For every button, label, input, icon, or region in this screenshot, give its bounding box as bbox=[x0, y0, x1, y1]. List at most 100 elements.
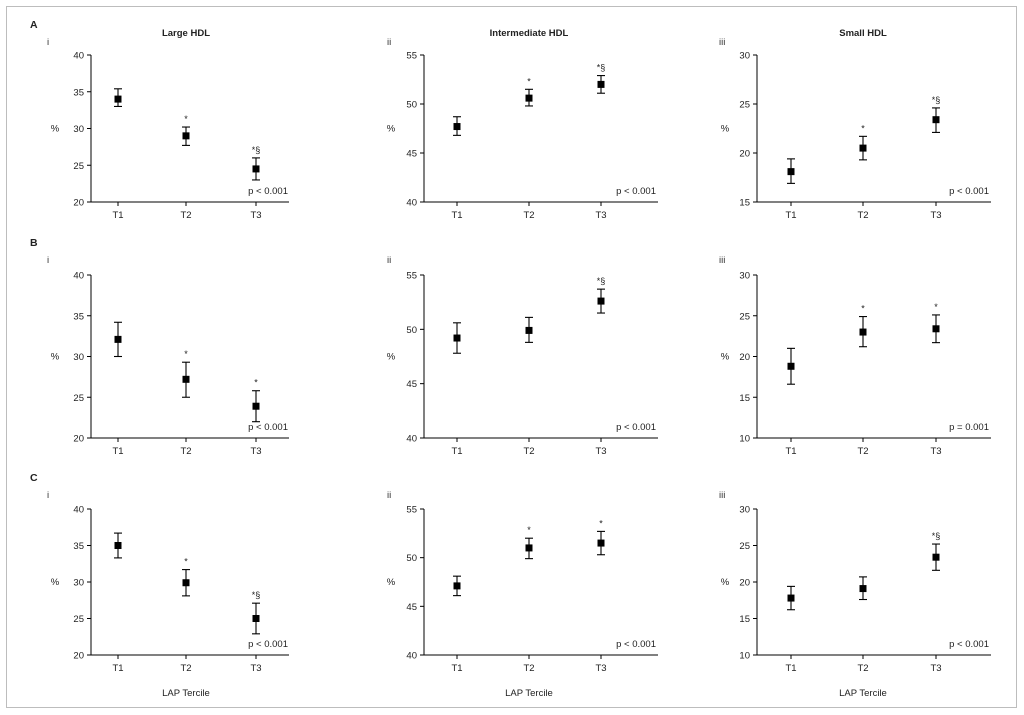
y-tick-label: 30 bbox=[73, 352, 84, 363]
x-tick-label: T3 bbox=[595, 446, 606, 457]
y-tick-label: 40 bbox=[73, 271, 84, 282]
y-axis-label: % bbox=[387, 352, 396, 363]
y-axis-label: % bbox=[51, 352, 60, 363]
y-tick-label: 30 bbox=[739, 51, 750, 62]
x-axis-title: LAP Tercile bbox=[505, 688, 553, 699]
y-tick-label: 40 bbox=[73, 51, 84, 62]
significance-marker: *§ bbox=[252, 590, 261, 600]
x-tick-label: T2 bbox=[857, 446, 868, 457]
panel-numeral: iii bbox=[719, 255, 725, 266]
x-tick-label: T1 bbox=[451, 210, 462, 221]
data-point bbox=[859, 144, 867, 152]
data-point bbox=[859, 328, 867, 336]
data-point bbox=[525, 544, 533, 552]
y-tick-label: 40 bbox=[406, 198, 417, 209]
y-tick-label: 25 bbox=[739, 541, 750, 552]
y-axis-label: % bbox=[51, 577, 60, 588]
panel-numeral: ii bbox=[387, 490, 391, 501]
p-value: p < 0.001 bbox=[616, 639, 656, 650]
x-tick-label: T1 bbox=[785, 446, 796, 457]
y-tick-label: 30 bbox=[73, 124, 84, 135]
x-tick-label: T1 bbox=[112, 446, 123, 457]
x-tick-label: T2 bbox=[180, 663, 191, 674]
y-tick-label: 10 bbox=[739, 434, 750, 445]
p-value: p < 0.001 bbox=[616, 186, 656, 197]
x-tick-label: T2 bbox=[857, 663, 868, 674]
significance-marker: *§ bbox=[597, 63, 606, 73]
y-tick-label: 35 bbox=[73, 541, 84, 552]
y-tick-label: 45 bbox=[406, 379, 417, 390]
y-tick-label: 55 bbox=[406, 271, 417, 282]
significance-marker: * bbox=[861, 123, 865, 133]
panel-A-iii: iii% 15 20 25 30 T1 T2 T3 * *§ p < 0.001 bbox=[719, 37, 991, 221]
significance-marker: * bbox=[254, 378, 258, 388]
panel-numeral: ii bbox=[387, 255, 391, 266]
y-axis-label: % bbox=[51, 124, 60, 135]
panel-numeral: i bbox=[47, 255, 49, 266]
x-axis-title: LAP Tercile bbox=[839, 688, 887, 699]
panel-B-iii: iii% 10 15 20 25 30 T1 T2 T3 * * p = 0.001 bbox=[719, 255, 991, 457]
data-point bbox=[182, 375, 190, 383]
y-tick-label: 20 bbox=[739, 578, 750, 589]
x-axis-title: LAP Tercile bbox=[162, 688, 210, 699]
x-tick-label: T3 bbox=[250, 446, 261, 457]
x-tick-label: T3 bbox=[930, 210, 941, 221]
significance-marker: * bbox=[527, 525, 531, 535]
y-tick-label: 25 bbox=[73, 614, 84, 625]
p-value: p < 0.001 bbox=[949, 639, 989, 650]
y-tick-label: 20 bbox=[73, 434, 84, 445]
data-point bbox=[597, 297, 605, 305]
data-point bbox=[597, 539, 605, 547]
y-tick-label: 20 bbox=[739, 149, 750, 160]
y-tick-label: 55 bbox=[406, 505, 417, 516]
y-tick-label: 40 bbox=[406, 651, 417, 662]
data-point bbox=[787, 168, 795, 176]
figure-frame bbox=[6, 6, 1017, 708]
data-point bbox=[932, 116, 940, 124]
panel-B-ii: ii% 40 45 50 55 T1 T2 T3 *§ p < 0.001 bbox=[387, 255, 658, 457]
y-tick-label: 20 bbox=[73, 198, 84, 209]
p-value: p = 0.001 bbox=[949, 422, 989, 433]
column-title: Large HDL bbox=[162, 28, 210, 39]
x-tick-label: T3 bbox=[930, 446, 941, 457]
y-tick-label: 25 bbox=[739, 100, 750, 111]
panel-C-ii: ii% 40 45 50 55 T1 T2 T3 * * p < 0.001 bbox=[387, 490, 658, 674]
y-axis-label: % bbox=[721, 352, 730, 363]
significance-marker: * bbox=[861, 304, 865, 314]
y-tick-label: 30 bbox=[739, 505, 750, 516]
x-tick-label: T3 bbox=[595, 210, 606, 221]
x-tick-label: T2 bbox=[523, 663, 534, 674]
y-tick-label: 35 bbox=[73, 87, 84, 98]
y-tick-label: 35 bbox=[73, 311, 84, 322]
panel-A-ii: ii% 40 45 50 55 T1 T2 T3 * *§ p < 0.001 bbox=[387, 37, 658, 221]
x-tick-label: T2 bbox=[857, 210, 868, 221]
x-tick-label: T3 bbox=[930, 663, 941, 674]
y-axis-label: % bbox=[721, 577, 730, 588]
significance-marker: * bbox=[527, 76, 531, 86]
p-value: p < 0.001 bbox=[949, 186, 989, 197]
row-label: B bbox=[30, 237, 38, 249]
p-value: p < 0.001 bbox=[248, 186, 288, 197]
data-point bbox=[182, 579, 190, 587]
row-label: C bbox=[30, 472, 38, 484]
y-tick-label: 40 bbox=[406, 434, 417, 445]
data-point bbox=[114, 95, 122, 103]
data-point bbox=[453, 334, 461, 342]
panel-numeral: i bbox=[47, 490, 49, 501]
x-tick-label: T2 bbox=[180, 446, 191, 457]
y-tick-label: 45 bbox=[406, 149, 417, 160]
x-tick-label: T2 bbox=[523, 210, 534, 221]
x-tick-label: T3 bbox=[250, 210, 261, 221]
data-point bbox=[787, 362, 795, 370]
y-tick-label: 15 bbox=[739, 198, 750, 209]
significance-marker: *§ bbox=[252, 145, 261, 155]
data-point bbox=[787, 594, 795, 602]
x-tick-label: T1 bbox=[451, 663, 462, 674]
data-point bbox=[859, 585, 867, 593]
y-tick-label: 50 bbox=[406, 325, 417, 336]
panel-numeral: iii bbox=[719, 37, 725, 48]
panel-C-iii: iii% 10 15 20 25 30 T1 T2 T3 *§ p < 0.001 bbox=[719, 490, 991, 674]
x-tick-label: T3 bbox=[250, 663, 261, 674]
data-point bbox=[114, 542, 122, 549]
y-tick-label: 25 bbox=[73, 393, 84, 404]
